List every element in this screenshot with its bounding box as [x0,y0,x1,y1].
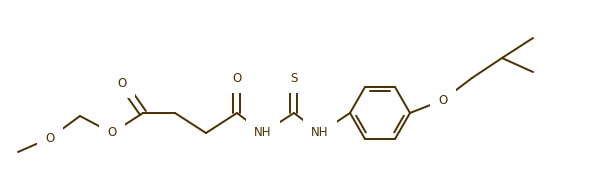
Text: O: O [108,126,116,139]
Text: NH: NH [254,126,271,139]
Text: O: O [438,94,448,107]
Text: O: O [118,77,127,90]
Text: NH: NH [311,126,328,139]
Text: O: O [45,131,55,145]
Text: O: O [232,71,242,84]
Text: S: S [290,71,298,84]
